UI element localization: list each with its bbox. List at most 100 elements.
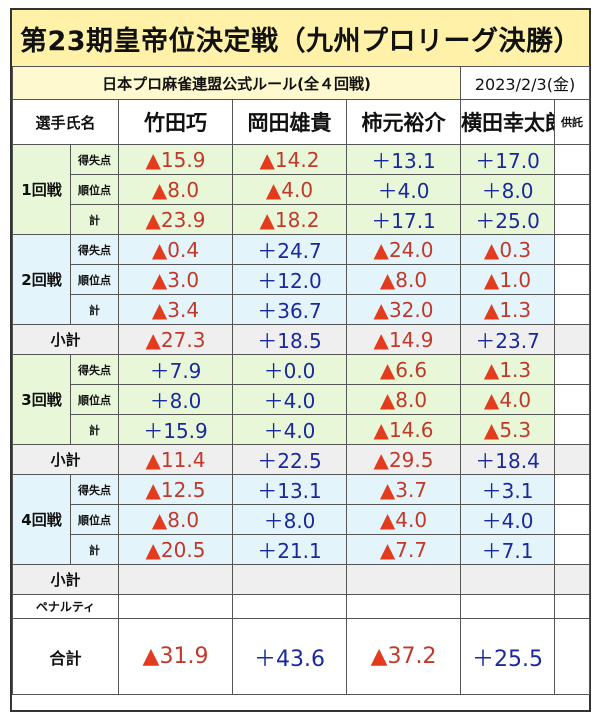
score-number: 23.7	[495, 329, 540, 353]
score-number: 14.6	[388, 417, 434, 442]
empty-cell	[460, 594, 556, 619]
row-type-label: 得失点	[70, 144, 119, 175]
score-value: ▲1.0	[460, 264, 556, 295]
plus-sign: ＋	[257, 269, 278, 293]
score-number: 7.1	[501, 539, 534, 563]
score-value: ▲8.0	[118, 504, 233, 535]
score-number: 24.0	[388, 237, 434, 262]
plus-sign: ＋	[475, 209, 496, 233]
score-number: 3.0	[167, 267, 200, 292]
round-label: 1回戦	[12, 144, 71, 235]
score-value: ＋3.1	[460, 474, 556, 505]
subtotal-row: 小計 ▲11.4 ＋22.5 ▲29.5 ＋18.4	[12, 444, 591, 475]
score-value: ＋15.9	[118, 414, 233, 445]
minus-triangle-icon: ▲	[151, 297, 168, 322]
score-number: 15.9	[160, 147, 206, 172]
score-number: 8.0	[167, 507, 200, 532]
empty-cell	[460, 564, 556, 595]
minus-triangle-icon: ▲	[145, 447, 161, 472]
empty-cell	[345, 564, 462, 595]
score-number: 43.6	[276, 646, 325, 672]
score-value: ＋4.0	[232, 414, 347, 445]
score-number: 21.1	[277, 539, 322, 563]
score-value: ▲5.3	[460, 414, 556, 445]
kyotaku-cell	[554, 414, 591, 445]
score-number: 8.0	[283, 509, 316, 533]
row-type-label: 順位点	[70, 384, 119, 415]
score-number: 18.2	[274, 207, 320, 232]
row-type-label: 計	[70, 414, 119, 445]
score-value: ＋18.4	[460, 444, 556, 475]
plus-sign: ＋	[475, 329, 496, 353]
score-number: 3.4	[167, 297, 200, 322]
score-number: 1.3	[499, 297, 532, 322]
score-number: 29.5	[388, 447, 434, 472]
plus-sign: ＋	[371, 209, 392, 233]
kyotaku-cell	[554, 144, 591, 175]
empty-cell	[554, 594, 591, 619]
subtotal-row: 小計	[12, 564, 591, 595]
score-value: ▲14.9	[345, 324, 462, 355]
score-value: ＋21.1	[232, 534, 347, 565]
score-value: ＋36.7	[232, 294, 347, 325]
score-number: 8.0	[395, 387, 428, 412]
player-name-header: 選手氏名	[12, 99, 119, 145]
score-number: 7.9	[169, 359, 202, 383]
score-number: 1.0	[499, 267, 532, 292]
round-row: 順位点 ＋8.0 ＋4.0 ▲8.0 ▲4.0	[13, 384, 591, 415]
score-number: 8.0	[395, 267, 428, 292]
score-number: 22.5	[277, 449, 322, 473]
score-number: 7.7	[395, 537, 428, 562]
score-number: 12.5	[160, 477, 206, 502]
score-number: 4.0	[501, 509, 534, 533]
score-number: 3.1	[501, 479, 534, 503]
score-value: ▲31.9	[118, 618, 233, 695]
plus-sign: ＋	[257, 239, 278, 263]
plus-sign: ＋	[254, 646, 277, 672]
minus-triangle-icon: ▲	[483, 387, 500, 412]
minus-triangle-icon: ▲	[373, 297, 389, 322]
score-number: 17.1	[391, 209, 436, 233]
score-value: ▲27.3	[118, 324, 233, 355]
row-type-label: 計	[70, 294, 119, 325]
plus-sign: ＋	[263, 359, 284, 383]
score-value: ▲23.9	[118, 204, 233, 235]
score-value: ▲11.4	[118, 444, 233, 475]
kyotaku-cell	[554, 204, 591, 235]
subtotal-label: 小計	[12, 324, 119, 355]
score-number: 12.0	[277, 269, 322, 293]
kyotaku-cell	[554, 264, 591, 295]
score-value: ▲3.0	[118, 264, 233, 295]
minus-triangle-icon: ▲	[373, 447, 389, 472]
minus-triangle-icon: ▲	[145, 147, 161, 172]
results-table: 日本プロ麻雀連盟公式ルール(全４回戦) 2023/2/3(金) 選手氏名 竹田巧…	[11, 66, 591, 695]
score-value: ＋24.7	[232, 234, 347, 265]
score-value: ＋18.5	[232, 324, 347, 355]
score-value: ▲3.4	[118, 294, 233, 325]
minus-triangle-icon: ▲	[151, 177, 168, 202]
empty-cell	[345, 594, 462, 619]
kyotaku-cell	[554, 324, 591, 355]
score-number: 3.7	[395, 477, 428, 502]
score-number: 24.7	[277, 239, 322, 263]
round-row: 順位点 ▲3.0 ＋12.0 ▲8.0 ▲1.0	[13, 264, 591, 295]
plus-sign: ＋	[472, 646, 495, 672]
score-number: 4.0	[397, 179, 430, 203]
plus-sign: ＋	[371, 149, 392, 173]
score-value: ＋7.1	[460, 534, 556, 565]
score-number: 4.0	[283, 389, 316, 413]
score-value: ▲29.5	[345, 444, 462, 475]
round-label: 2回戦	[12, 234, 71, 325]
score-value: ▲37.2	[345, 618, 462, 695]
kyotaku-cell	[554, 474, 591, 505]
kyotaku-cell	[554, 294, 591, 325]
player-name: 岡田雄貴	[232, 99, 347, 145]
penalty-row: ペナルティ	[12, 594, 591, 619]
match-date: 2023/2/3(金)	[460, 66, 591, 100]
score-value: ▲24.0	[345, 234, 462, 265]
subtotal-label: 小計	[12, 564, 119, 595]
plus-sign: ＋	[481, 179, 502, 203]
penalty-label: ペナルティ	[12, 594, 119, 619]
score-value: ▲0.3	[460, 234, 556, 265]
